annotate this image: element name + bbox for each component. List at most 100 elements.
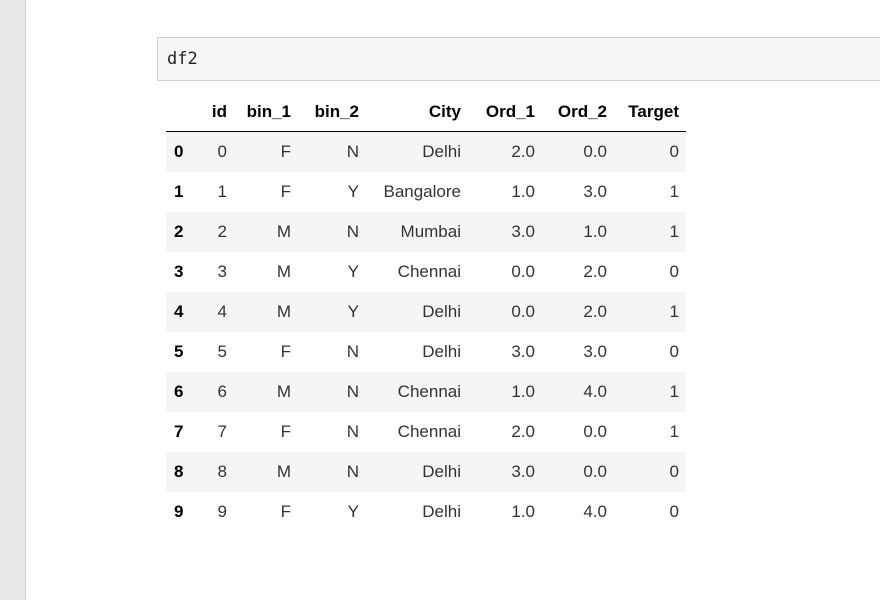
cell-id: 7 — [217, 422, 227, 441]
cell-id: 2 — [217, 222, 227, 241]
row-index: 8 — [174, 462, 184, 481]
cell-city: Chennai — [397, 382, 461, 401]
cell-id: 6 — [217, 382, 227, 401]
cell-ord-1: 0.0 — [511, 302, 535, 321]
row-index: 3 — [174, 262, 184, 281]
header-id: id — [198, 93, 234, 132]
dataframe-table: id bin_1 bin_2 City Ord_1 Ord_2 Target 0… — [166, 93, 686, 532]
table-row: 3 3 M Y Chennai 0.0 2.0 0 — [166, 252, 686, 292]
header-city: City — [366, 93, 468, 132]
row-index: 0 — [174, 142, 184, 161]
row-index: 5 — [174, 342, 184, 361]
cell-ord-1: 1.0 — [511, 382, 535, 401]
cell-bin-2: N — [346, 422, 359, 441]
cell-id: 4 — [217, 302, 227, 321]
header-index — [166, 93, 198, 132]
cell-ord-1: 0.0 — [511, 262, 535, 281]
cell-city: Chennai — [397, 422, 461, 441]
cell-ord-2: 3.0 — [583, 342, 607, 361]
row-index: 6 — [174, 382, 184, 401]
cell-id: 1 — [217, 182, 227, 201]
table-row: 6 6 M N Chennai 1.0 4.0 1 — [166, 372, 686, 412]
cell-target: 1 — [669, 302, 679, 321]
table-row: 0 0 F N Delhi 2.0 0.0 0 — [166, 131, 686, 172]
header-ord-2: Ord_2 — [542, 93, 614, 132]
table-row: 8 8 M N Delhi 3.0 0.0 0 — [166, 452, 686, 492]
table-row: 7 7 F N Chennai 2.0 0.0 1 — [166, 412, 686, 452]
header-bin-2: bin_2 — [298, 93, 366, 132]
cell-bin-2: Y — [347, 302, 359, 321]
cell-target: 0 — [669, 262, 679, 281]
header-target: Target — [614, 93, 686, 132]
cell-city: Delhi — [422, 342, 461, 361]
code-text[interactable]: df2 — [167, 49, 198, 69]
header-ord-1: Ord_1 — [468, 93, 542, 132]
cell-ord-1: 3.0 — [511, 222, 535, 241]
cell-city: Delhi — [422, 302, 461, 321]
cell-bin-2: Y — [347, 502, 359, 521]
table-body: 0 0 F N Delhi 2.0 0.0 0 1 1 F Y Bangalor… — [166, 131, 686, 532]
cell-ord-2: 0.0 — [583, 142, 607, 161]
cell-city: Delhi — [422, 502, 461, 521]
cell-city: Delhi — [422, 142, 461, 161]
cell-ord-2: 1.0 — [583, 222, 607, 241]
cell-ord-1: 3.0 — [511, 342, 535, 361]
cell-ord-1: 1.0 — [511, 502, 535, 521]
header-row: id bin_1 bin_2 City Ord_1 Ord_2 Target — [166, 93, 686, 132]
cell-bin-2: N — [346, 382, 359, 401]
cell-bin-2: N — [346, 462, 359, 481]
table-row: 1 1 F Y Bangalore 1.0 3.0 1 — [166, 172, 686, 212]
row-index: 7 — [174, 422, 184, 441]
cell-city: Bangalore — [383, 182, 461, 201]
cell-city: Chennai — [397, 262, 461, 281]
cell-id: 9 — [217, 502, 227, 521]
cell-ord-2: 0.0 — [583, 462, 607, 481]
cell-ord-2: 2.0 — [583, 302, 607, 321]
cell-ord-2: 3.0 — [583, 182, 607, 201]
table-row: 2 2 M N Mumbai 3.0 1.0 1 — [166, 212, 686, 252]
left-gutter — [0, 0, 26, 600]
cell-city: Mumbai — [400, 222, 461, 241]
cell-id: 3 — [217, 262, 227, 281]
cell-bin-1: F — [280, 422, 291, 441]
cell-city: Delhi — [422, 462, 461, 481]
row-index: 4 — [174, 302, 184, 321]
cell-target: 0 — [669, 342, 679, 361]
cell-id: 0 — [217, 142, 227, 161]
code-cell-input[interactable]: df2 — [157, 37, 880, 81]
cell-bin-1: F — [280, 142, 291, 161]
row-index: 2 — [174, 222, 184, 241]
cell-bin-2: N — [346, 222, 359, 241]
cell-target: 0 — [669, 502, 679, 521]
header-bin-1: bin_1 — [234, 93, 298, 132]
cell-bin-2: N — [346, 342, 359, 361]
cell-ord-2: 0.0 — [583, 422, 607, 441]
cell-bin-1: F — [280, 342, 291, 361]
cell-bin-1: M — [276, 302, 291, 321]
table-header: id bin_1 bin_2 City Ord_1 Ord_2 Target — [166, 93, 686, 132]
cell-ord-1: 3.0 — [511, 462, 535, 481]
cell-bin-1: M — [276, 462, 291, 481]
table-row: 5 5 F N Delhi 3.0 3.0 0 — [166, 332, 686, 372]
table-row: 4 4 M Y Delhi 0.0 2.0 1 — [166, 292, 686, 332]
table-row: 9 9 F Y Delhi 1.0 4.0 0 — [166, 492, 686, 532]
cell-output: id bin_1 bin_2 City Ord_1 Ord_2 Target 0… — [166, 93, 686, 532]
cell-target: 1 — [669, 382, 679, 401]
cell-bin-1: F — [280, 502, 291, 521]
cell-ord-2: 4.0 — [583, 382, 607, 401]
cell-target: 1 — [669, 222, 679, 241]
cell-bin-1: M — [276, 262, 291, 281]
row-index: 9 — [174, 502, 184, 521]
cell-id: 5 — [217, 342, 227, 361]
row-index: 1 — [174, 182, 184, 201]
cell-bin-2: N — [346, 142, 359, 161]
cell-bin-1: F — [280, 182, 291, 201]
cell-target: 0 — [669, 462, 679, 481]
cell-bin-2: Y — [347, 182, 359, 201]
cell-ord-1: 1.0 — [511, 182, 535, 201]
cell-ord-1: 2.0 — [511, 422, 535, 441]
cell-target: 1 — [669, 422, 679, 441]
cell-ord-1: 2.0 — [511, 142, 535, 161]
cell-bin-1: M — [276, 382, 291, 401]
